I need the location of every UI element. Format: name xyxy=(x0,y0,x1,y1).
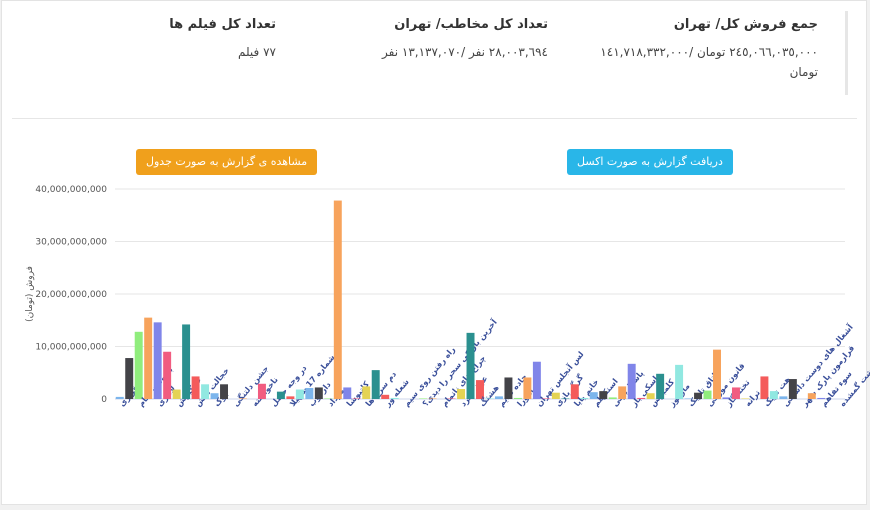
bar xyxy=(476,380,484,399)
bar xyxy=(172,389,181,399)
bar xyxy=(760,376,769,399)
bar xyxy=(713,349,721,399)
y-tick-label: 10,000,000,000 xyxy=(35,343,107,353)
bar xyxy=(779,396,788,399)
stat-value: ٧٧ فیلم xyxy=(237,45,276,59)
bar xyxy=(201,384,210,399)
bar xyxy=(324,398,333,399)
bar xyxy=(419,398,428,399)
bar xyxy=(352,398,361,399)
y-axis-title: فروش (تومان) xyxy=(25,266,35,322)
bar xyxy=(504,377,513,399)
sales-stat: جمع فروش کل/ تهران ٢٤٥,٠٦٦,٠٣٥,٠٠٠ تومان… xyxy=(588,17,818,82)
bar xyxy=(570,384,579,399)
bar xyxy=(314,387,323,399)
bar xyxy=(457,389,466,399)
bar xyxy=(817,397,826,399)
bar xyxy=(580,397,589,399)
bar xyxy=(390,397,399,399)
bar xyxy=(722,397,731,399)
bar xyxy=(295,389,304,399)
y-tick-label: 20,000,000,000 xyxy=(35,290,107,300)
bar xyxy=(286,396,295,399)
bar xyxy=(637,397,646,399)
stat-value: ٢٤٥,٠٦٦,٠٣٥,٠٠٠ تومان /١٤١,٧١٨,٣٣٢,٠٠٠ ت… xyxy=(600,45,818,79)
y-tick-label: 40,000,000,000 xyxy=(35,185,107,195)
bar xyxy=(675,364,684,399)
stat-title: تعداد کل فیلم ها xyxy=(169,17,276,32)
bar xyxy=(153,322,162,399)
bar xyxy=(656,373,665,399)
y-tick-label: 0 xyxy=(101,395,107,405)
bar xyxy=(485,398,494,399)
excel-report-button[interactable]: دریافت گزارش به صورت اکسل xyxy=(567,149,733,175)
bar xyxy=(381,394,390,399)
x-tick-label: ترانه xyxy=(743,388,762,408)
bar xyxy=(210,393,219,399)
bar xyxy=(513,397,522,399)
bar xyxy=(646,393,655,399)
bar xyxy=(466,332,475,399)
bar xyxy=(769,391,778,399)
bar xyxy=(220,384,229,399)
stat-value: ٢٨,٠٠٣,٦٩٤ نفر /١٣,١٣٧,٠٧٠ نفر xyxy=(382,45,548,59)
stat-title: تعداد کل مخاطب/ تهران xyxy=(394,17,548,32)
bar xyxy=(191,376,200,399)
bar xyxy=(532,361,541,399)
bar xyxy=(343,387,352,399)
bar xyxy=(134,331,143,399)
bar xyxy=(618,386,627,399)
stat-title: جمع فروش کل/ تهران xyxy=(673,17,818,32)
bar xyxy=(741,398,750,399)
bar xyxy=(608,397,617,399)
bar xyxy=(362,386,371,399)
divider xyxy=(845,11,848,95)
bar xyxy=(807,393,816,399)
separator xyxy=(12,118,857,119)
bar xyxy=(627,363,636,399)
bar xyxy=(684,398,693,399)
bar xyxy=(276,391,285,399)
bar xyxy=(257,383,266,399)
audience-stat: تعداد کل مخاطب/ تهران ٢٨,٠٠٣,٦٩٤ نفر /١٣… xyxy=(318,17,548,62)
bar xyxy=(239,398,247,399)
bar xyxy=(703,390,712,399)
bar xyxy=(115,396,124,399)
bar xyxy=(561,398,570,399)
bar xyxy=(551,392,560,399)
bar xyxy=(371,370,380,399)
bar xyxy=(599,391,608,399)
bar xyxy=(447,398,456,399)
bar xyxy=(731,387,740,399)
y-tick-label: 30,000,000,000 xyxy=(35,238,107,248)
bar xyxy=(523,377,532,399)
bar xyxy=(144,317,153,399)
bar xyxy=(163,351,172,399)
bar xyxy=(333,200,342,399)
bar xyxy=(589,392,598,399)
bar xyxy=(182,324,191,399)
films-stat: تعداد کل فیلم ها ٧٧ فیلم xyxy=(76,17,276,62)
bar xyxy=(305,387,314,399)
bar xyxy=(788,379,797,399)
bar xyxy=(125,358,134,399)
bar xyxy=(428,398,437,399)
bar xyxy=(542,398,551,399)
bar xyxy=(694,392,703,399)
table-report-button[interactable]: مشاهده ی گزارش به صورت جدول xyxy=(136,149,318,175)
bar xyxy=(494,396,503,399)
